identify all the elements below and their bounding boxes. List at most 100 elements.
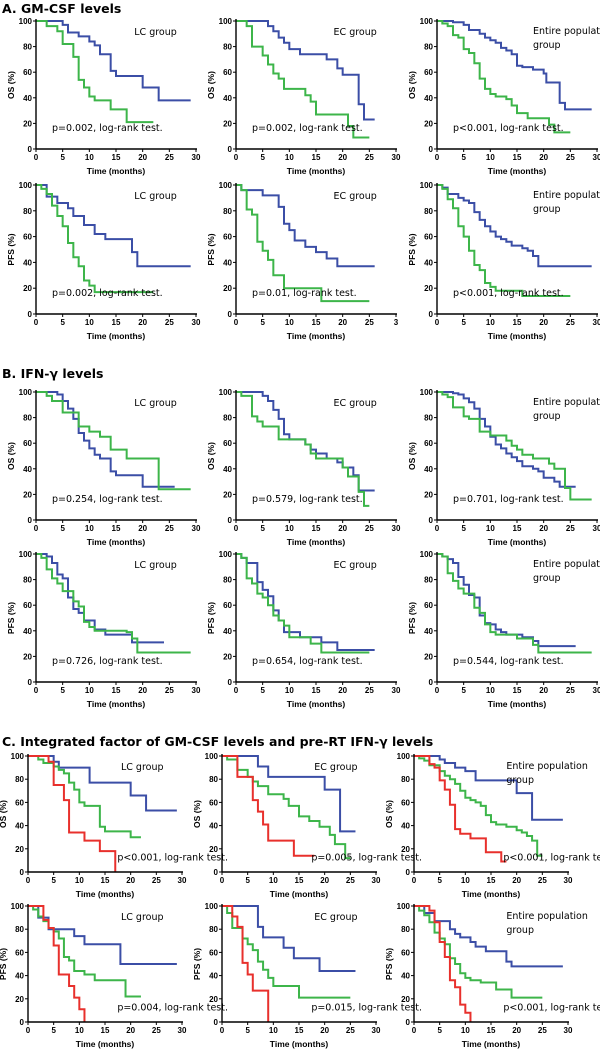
survival-curve-2	[28, 755, 117, 872]
y-tick-label: 60	[424, 439, 433, 448]
y-tick-label: 100	[397, 752, 411, 761]
x-tick-label: 15	[312, 686, 321, 695]
y-axis-label: OS (%)	[206, 442, 216, 470]
y-tick-label: 0	[28, 310, 33, 319]
y-tick-label: 80	[15, 775, 24, 784]
x-tick-label: 0	[435, 318, 440, 327]
y-tick-label: 20	[401, 995, 410, 1004]
x-axis-label: Time (months)	[287, 699, 346, 709]
x-tick-label: 10	[285, 153, 294, 162]
x-tick-label: 20	[512, 1026, 521, 1035]
x-axis-label: Time (months)	[270, 889, 329, 899]
km-chart-b-pfs-entire: 0 20 40 60 80 100 0 5 10 15 20 25 30 Time (months) PFS…	[407, 550, 600, 709]
y-tick-label: 100	[19, 17, 33, 26]
y-tick-label: 0	[214, 868, 219, 877]
x-tick-label: 30	[564, 1026, 573, 1035]
x-tick-label: 25	[566, 153, 575, 162]
x-tick-label: 3	[394, 318, 399, 327]
y-tick-label: 20	[223, 284, 232, 293]
y-tick-label: 80	[424, 43, 433, 52]
section-b-title: B. IFN-γ levels	[2, 366, 104, 381]
y-tick-label: 40	[424, 627, 433, 636]
survival-curve-0	[437, 184, 592, 268]
km-chart-a-os-lc: 0 20 40 60 80 100 0 5 10 15 20 25 30 Time (months) OS …	[6, 17, 201, 176]
y-tick-label: 100	[219, 388, 233, 397]
x-tick-label: 0	[220, 876, 225, 885]
x-tick-label: 25	[566, 524, 575, 533]
survival-curve-1	[437, 391, 592, 501]
x-tick-label: 0	[34, 686, 39, 695]
x-tick-label: 15	[487, 876, 496, 885]
p-value-annotation: p=0.701, log-rank test.	[453, 494, 564, 505]
x-tick-label: 20	[338, 686, 347, 695]
y-tick-label: 80	[15, 925, 24, 934]
y-tick-label: 20	[424, 119, 433, 128]
survival-curve-1	[36, 184, 154, 294]
y-tick-label: 100	[11, 752, 25, 761]
y-tick-label: 60	[223, 68, 232, 77]
y-tick-label: 40	[23, 465, 32, 474]
x-tick-label: 10	[486, 153, 495, 162]
y-tick-label: 20	[15, 845, 24, 854]
y-tick-label: 100	[420, 17, 434, 26]
survival-curve-0	[236, 20, 375, 121]
group-label: Entire population	[533, 397, 600, 408]
x-tick-label: 15	[295, 876, 304, 885]
survival-curve-0	[414, 755, 563, 821]
y-tick-label: 20	[401, 845, 410, 854]
survival-curve-0	[36, 184, 191, 268]
x-tick-label: 10	[285, 524, 294, 533]
km-chart-c-pfs-ec: 0 20 40 60 80 100 0 5 10 15 20 25 30 Time (months) PFS…	[192, 902, 422, 1049]
x-tick-label: 30	[593, 524, 600, 533]
x-tick-label: 10	[75, 876, 84, 885]
y-tick-label: 20	[209, 995, 218, 1004]
x-tick-label: 15	[112, 524, 121, 533]
group-label: Entire population	[533, 26, 600, 37]
y-tick-label: 0	[429, 678, 434, 687]
x-axis-label: Time (months)	[76, 1039, 135, 1049]
group-label: Entire population	[506, 761, 588, 772]
x-tick-label: 5	[60, 686, 65, 695]
y-tick-label: 40	[401, 972, 410, 981]
y-tick-label: 40	[223, 627, 232, 636]
y-tick-label: 40	[401, 822, 410, 831]
group-label: EC group	[314, 912, 357, 923]
x-tick-label: 30	[392, 153, 401, 162]
y-tick-label: 60	[15, 948, 24, 957]
survival-curve-1	[36, 391, 191, 491]
y-tick-label: 100	[11, 902, 25, 911]
group-label: LC group	[134, 398, 177, 409]
y-axis-label: OS (%)	[0, 800, 8, 828]
x-axis-label: Time (months)	[87, 537, 146, 547]
y-tick-label: 0	[214, 1018, 219, 1027]
y-tick-label: 20	[223, 490, 232, 499]
group-label: EC group	[334, 27, 377, 38]
x-tick-label: 15	[312, 153, 321, 162]
survival-curve-0	[236, 184, 375, 268]
y-axis-label: PFS (%)	[206, 602, 216, 634]
y-tick-label: 20	[23, 284, 32, 293]
y-tick-label: 80	[23, 576, 32, 585]
x-axis-label: Time (months)	[488, 331, 547, 341]
x-tick-label: 25	[566, 318, 575, 327]
x-tick-label: 5	[260, 686, 265, 695]
survival-curve-1	[28, 755, 141, 839]
x-tick-label: 10	[85, 524, 94, 533]
x-tick-label: 15	[513, 686, 522, 695]
y-tick-label: 60	[401, 798, 410, 807]
y-tick-label: 60	[23, 601, 32, 610]
y-tick-label: 0	[228, 145, 233, 154]
survival-curve-1	[437, 553, 592, 654]
y-tick-label: 0	[20, 1018, 25, 1027]
x-tick-label: 10	[486, 524, 495, 533]
y-axis-label: PFS (%)	[0, 948, 8, 980]
y-tick-label: 80	[424, 207, 433, 216]
y-tick-label: 80	[23, 207, 32, 216]
x-tick-label: 0	[412, 1026, 417, 1035]
survival-curve-0	[36, 20, 191, 102]
x-tick-label: 20	[512, 876, 521, 885]
y-tick-label: 60	[23, 439, 32, 448]
group-label: LC group	[121, 912, 164, 923]
